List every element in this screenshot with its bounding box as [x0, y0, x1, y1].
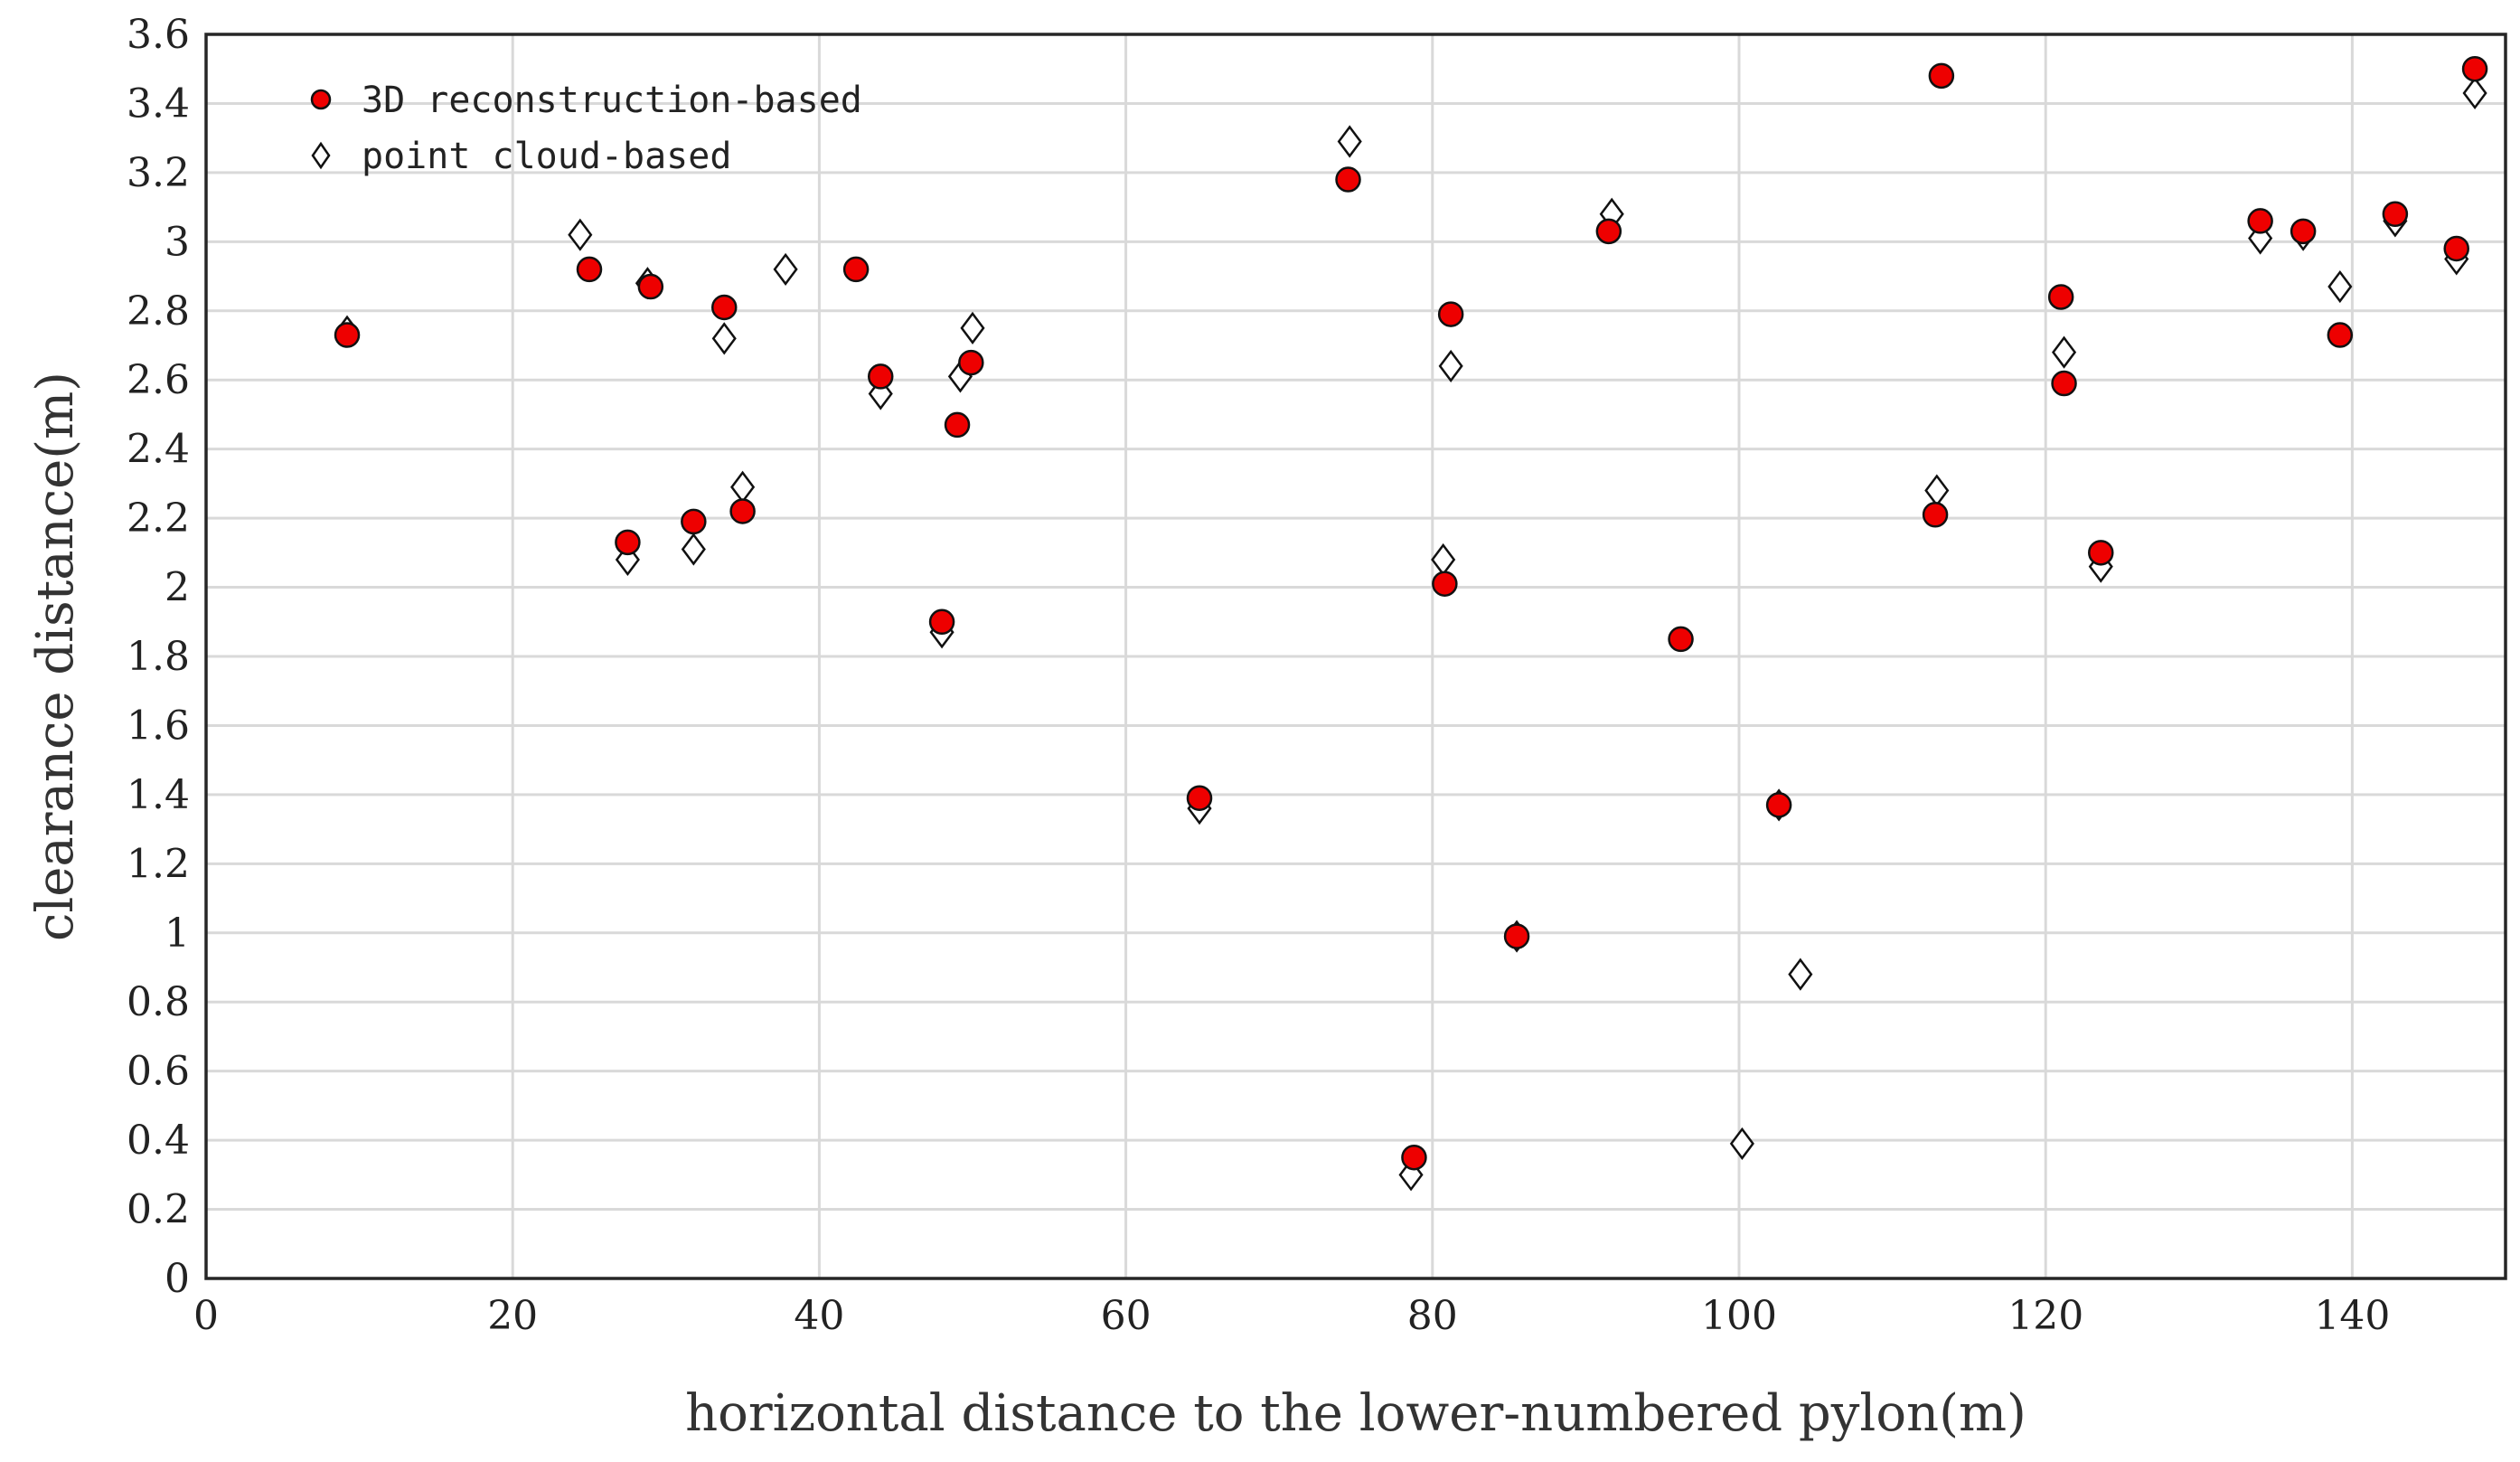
data-point-point-cloud: [1337, 125, 1362, 158]
data-point-point-cloud: [1924, 474, 1950, 507]
data-point-3d-reconstruction: [615, 529, 641, 556]
data-point-3d-reconstruction: [1335, 166, 1361, 193]
y-tick-label: 2.2: [127, 495, 190, 542]
legend-marker-point-cloud: [311, 141, 331, 170]
y-tick-label: 2.6: [127, 357, 190, 403]
y-tick-label: 0.4: [127, 1118, 190, 1164]
data-point-3d-reconstruction: [2088, 540, 2114, 566]
y-tick-label: 1.4: [127, 772, 190, 818]
y-tick-label: 2.4: [127, 427, 190, 473]
data-point-3d-reconstruction: [1186, 785, 1213, 811]
legend-circle-icon: [310, 89, 332, 110]
x-tick-label: 40: [794, 1293, 844, 1339]
data-point-3d-reconstruction: [928, 608, 955, 636]
data-point-3d-reconstruction: [576, 256, 603, 283]
legend-label-point-cloud: point cloud-based: [362, 136, 731, 177]
data-point-3d-reconstruction: [1432, 571, 1458, 597]
y-tick-label: 1.8: [127, 634, 190, 680]
y-tick-label: 1.2: [127, 841, 190, 887]
y-tick-label: 0.6: [127, 1049, 190, 1095]
y-axis-label: clearance distance(m): [26, 372, 85, 941]
data-point-point-cloud: [730, 470, 756, 504]
y-tick-label: 1: [165, 910, 190, 957]
data-point-point-cloud: [711, 322, 737, 355]
data-point-3d-reconstruction: [710, 294, 738, 321]
data-point-3d-reconstruction: [1922, 502, 1949, 528]
legend-marker-3d-reconstruction: [310, 89, 332, 110]
y-tick-label: 3.2: [127, 150, 190, 196]
x-axis-label: horizontal distance to the lower-numbere…: [685, 1384, 2026, 1443]
data-point-point-cloud: [2462, 76, 2487, 110]
y-tick-label: 3: [165, 219, 190, 265]
tick-labels: 0 20 40 60 80 100 120 140 0 0.2 0.4 0.6 0.8 1 1.2 1.4 1.…: [127, 12, 2390, 1339]
data-point-3d-reconstruction: [729, 498, 756, 524]
data-point-3d-reconstruction: [1595, 218, 1622, 245]
data-point-3d-reconstruction: [637, 273, 664, 300]
data-point-3d-reconstruction: [2290, 218, 2317, 245]
x-tick-label: 140: [2314, 1293, 2390, 1339]
y-tick-label: 0.8: [127, 979, 190, 1025]
data-point-point-cloud: [2327, 269, 2353, 304]
data-point-3d-reconstruction: [958, 349, 984, 376]
data-point-3d-reconstruction: [2461, 55, 2488, 82]
x-tick-label: 120: [2008, 1293, 2083, 1339]
data-point-point-cloud: [1788, 957, 1813, 991]
data-point-3d-reconstruction: [2247, 208, 2273, 234]
plot-frame: [204, 33, 2507, 1280]
x-tick-label: 20: [487, 1293, 538, 1339]
grid-lines: [204, 33, 2506, 1280]
legend-diamond-icon: [311, 141, 331, 170]
y-tick-label: 2: [165, 565, 190, 611]
data-point-3d-reconstruction: [1437, 301, 1464, 327]
y-tick-label: 3.6: [127, 12, 190, 58]
y-tick-label: 0: [165, 1256, 190, 1302]
data-point-3d-reconstruction: [2382, 201, 2409, 228]
data-point-3d-reconstruction: [1401, 1144, 1427, 1171]
y-tick-label: 0.2: [127, 1187, 190, 1233]
x-tick-label: 60: [1101, 1293, 1152, 1339]
data-point-3d-reconstruction: [2051, 370, 2077, 397]
data-points: [334, 55, 2488, 1192]
data-point-3d-reconstruction: [1668, 626, 1694, 653]
data-point-3d-reconstruction: [1928, 62, 1955, 90]
data-point-3d-reconstruction: [2327, 322, 2354, 348]
data-point-3d-reconstruction: [842, 256, 870, 283]
data-point-point-cloud: [568, 218, 593, 251]
y-tick-label: 2.8: [127, 288, 190, 335]
data-point-3d-reconstruction: [1765, 792, 1792, 818]
x-tick-label: 80: [1407, 1293, 1458, 1339]
x-tick-label: 100: [1701, 1293, 1777, 1339]
x-tick-label: 0: [193, 1293, 219, 1339]
data-point-point-cloud: [1438, 349, 1463, 383]
data-point-point-cloud: [1729, 1127, 1754, 1161]
data-point-point-cloud: [681, 533, 706, 566]
data-point-3d-reconstruction: [2047, 284, 2074, 310]
legend-label-3d-reconstruction: 3D reconstruction-based: [362, 80, 862, 121]
data-point-point-cloud: [2051, 335, 2077, 369]
legend: 3D reconstruction-based point cloud-base…: [310, 80, 862, 177]
data-point-3d-reconstruction: [2443, 235, 2469, 262]
y-tick-label: 1.6: [127, 703, 190, 749]
data-point-3d-reconstruction: [944, 411, 971, 439]
data-point-point-cloud: [1431, 542, 1456, 577]
data-point-point-cloud: [960, 311, 985, 344]
data-point-3d-reconstruction: [867, 363, 894, 390]
y-tick-label: 3.4: [127, 80, 190, 127]
data-point-3d-reconstruction: [334, 322, 361, 348]
data-point-point-cloud: [773, 252, 798, 286]
data-point-3d-reconstruction: [681, 508, 707, 535]
data-point-3d-reconstruction: [1503, 923, 1530, 949]
